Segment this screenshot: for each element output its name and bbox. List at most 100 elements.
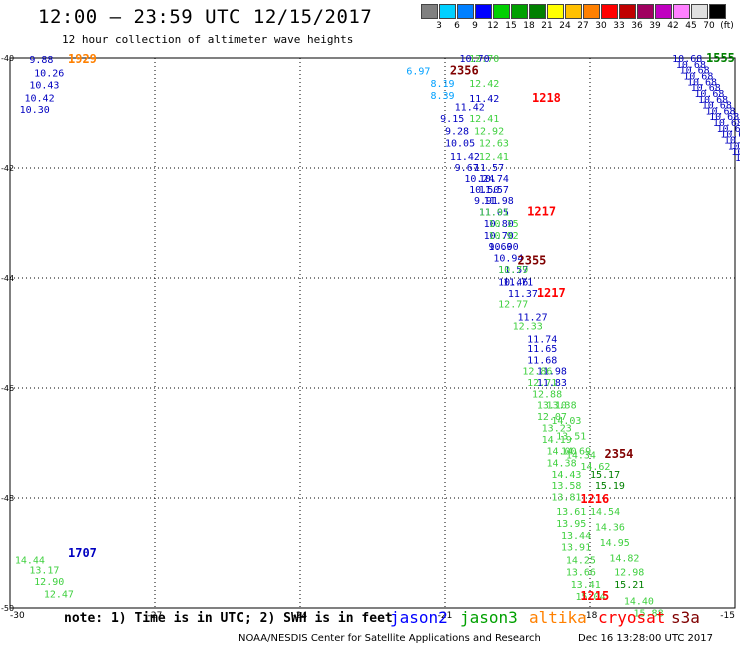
wave-height-label: 10.30 bbox=[20, 105, 50, 116]
color-scale-cell bbox=[421, 4, 438, 19]
x-tick-label: -24 bbox=[293, 611, 308, 621]
wave-height-label: 13.23 bbox=[542, 424, 572, 435]
wave-height-label: 12.88 bbox=[532, 390, 562, 401]
wave-height-label: 13.61 bbox=[556, 507, 586, 518]
color-scale-label: 15 bbox=[505, 21, 517, 31]
y-tick-label: -48 bbox=[1, 494, 14, 503]
wave-height-label: 11.05 bbox=[479, 207, 509, 218]
color-scale-label: (ft) bbox=[720, 21, 734, 31]
pass-time-label: 1929 bbox=[68, 52, 97, 66]
x-tick-label: -21 bbox=[438, 611, 453, 621]
dense-track-label: 10.68 bbox=[683, 71, 713, 82]
color-scale-cell bbox=[637, 4, 654, 19]
wave-height-label: 13.41 bbox=[571, 580, 601, 591]
wave-height-label: 15.19 bbox=[595, 481, 625, 492]
pass-time-label: 2355 bbox=[518, 253, 547, 267]
dense-track-label: 10.68 bbox=[691, 83, 721, 94]
wave-height-label: 13.95 bbox=[556, 519, 586, 530]
color-scale-cell bbox=[475, 4, 492, 19]
wave-height-label: 8.19 bbox=[431, 79, 455, 90]
legend-item-cryosat: cryosat bbox=[598, 608, 666, 627]
wave-height-label: 10.50 bbox=[469, 185, 499, 196]
dense-track-label: 10.68 bbox=[709, 112, 739, 123]
wave-height-label: 12.71 bbox=[527, 378, 557, 389]
wave-height-label: 11.42 bbox=[450, 152, 480, 163]
x-tick-label: -27 bbox=[148, 611, 163, 621]
wave-height-label: 11.57 bbox=[474, 163, 504, 174]
color-scale-labels: 3 6 9 12 15 18 21 24 27 30 33 36 39 42 45 70 (ft) bbox=[421, 21, 740, 33]
wave-height-label: 10.24 bbox=[464, 174, 494, 185]
dense-track-label: 10.68 bbox=[705, 106, 735, 117]
color-scale-bar bbox=[421, 4, 727, 19]
wave-height-label: 14.36 bbox=[595, 523, 625, 534]
wave-height-label: 9.67 bbox=[455, 163, 479, 174]
wave-height-label: 12.33 bbox=[513, 321, 543, 332]
color-scale-cell bbox=[601, 4, 618, 19]
pass-time-label: 1707 bbox=[68, 546, 97, 560]
wave-height-label: 11.71 bbox=[503, 277, 533, 288]
wave-height-label: 14.25 bbox=[566, 556, 596, 567]
wave-height-label: 12.47 bbox=[44, 590, 74, 601]
wave-height-label: 10.94 bbox=[493, 254, 523, 265]
wave-height-label: 14.43 bbox=[551, 470, 581, 481]
dense-track-label: 10.68 bbox=[728, 141, 740, 152]
wave-height-label: 12.63 bbox=[479, 139, 509, 150]
wave-height-label: 12.70 bbox=[469, 54, 499, 65]
wave-height-label: 13.17 bbox=[29, 566, 59, 577]
wave-height-label: 14.44 bbox=[15, 556, 45, 567]
color-scale-label: 36 bbox=[631, 21, 643, 31]
color-scale-cell bbox=[583, 4, 600, 19]
dense-track-label: 10.68 bbox=[687, 77, 717, 88]
pass-time-label: 1215 bbox=[580, 589, 609, 603]
wave-height-label: 10.80 bbox=[484, 219, 514, 230]
wave-height-label: 10.46 bbox=[498, 277, 528, 288]
wave-height-label: 10.79 bbox=[498, 265, 528, 276]
wave-height-label: 6.97 bbox=[406, 67, 430, 78]
wave-height-label: 11.57 bbox=[479, 185, 509, 196]
wave-height-label: 9.91 bbox=[474, 196, 498, 207]
color-scale-label: 21 bbox=[541, 21, 553, 31]
wave-height-label: 13.81 bbox=[551, 492, 581, 503]
color-scale-cell bbox=[709, 4, 726, 19]
color-scale-label: 12 bbox=[487, 21, 499, 31]
wave-height-label: 14.40 bbox=[624, 596, 654, 607]
color-scale-cell bbox=[547, 4, 564, 19]
wave-height-label: 12.41 bbox=[469, 114, 499, 125]
wave-height-label: 12.42 bbox=[469, 79, 499, 90]
wave-height-label: 9.28 bbox=[445, 127, 469, 138]
pass-time-label: 1216 bbox=[580, 492, 609, 506]
wave-height-label: 12.07 bbox=[537, 412, 567, 423]
wave-height-label: 12.86 bbox=[522, 366, 552, 377]
dense-track-label: 10.68 bbox=[694, 89, 724, 100]
wave-height-label: 10.70 bbox=[484, 231, 514, 242]
color-scale-cell bbox=[439, 4, 456, 19]
wave-height-label: 11.98 bbox=[537, 366, 567, 377]
wave-height-label: 10.05 bbox=[445, 139, 475, 150]
dense-track-label: 10.68 bbox=[676, 60, 706, 71]
pass-time-label: 2356 bbox=[450, 64, 479, 78]
wave-height-label: 10.26 bbox=[34, 68, 64, 79]
wave-height-label: 10.92 bbox=[489, 231, 519, 242]
wave-height-label: 10.43 bbox=[29, 80, 59, 91]
wave-height-label: 12.77 bbox=[498, 299, 528, 310]
legend-item-jason2: jason2 bbox=[390, 608, 448, 627]
wave-height-label: 11.65 bbox=[527, 344, 557, 355]
color-scale-label: 39 bbox=[649, 21, 661, 31]
wave-height-label: 14.82 bbox=[609, 553, 639, 564]
wave-height-label: 13.66 bbox=[566, 568, 596, 579]
wave-height-label: 13.44 bbox=[561, 531, 591, 542]
wave-height-label: 11.83 bbox=[537, 378, 567, 389]
pass-time-label: 1555 bbox=[706, 51, 735, 65]
wave-height-label: 15.88 bbox=[634, 608, 664, 619]
color-scale-cell bbox=[493, 4, 510, 19]
credit-text: NOAA/NESDIS Center for Satellite Applica… bbox=[238, 633, 541, 644]
color-scale-label: 70 bbox=[703, 21, 715, 31]
y-tick-label: -46 bbox=[1, 384, 14, 393]
legend-item-jason3: jason3 bbox=[460, 608, 518, 627]
wave-height-label: 12.92 bbox=[474, 127, 504, 138]
color-scale-cell bbox=[619, 4, 636, 19]
wave-height-label: 14.34 bbox=[566, 451, 596, 462]
wave-height-label: 11.27 bbox=[518, 313, 548, 324]
wave-height-label: 10.90 bbox=[489, 242, 519, 253]
pass-time-label: 1218 bbox=[532, 91, 561, 105]
